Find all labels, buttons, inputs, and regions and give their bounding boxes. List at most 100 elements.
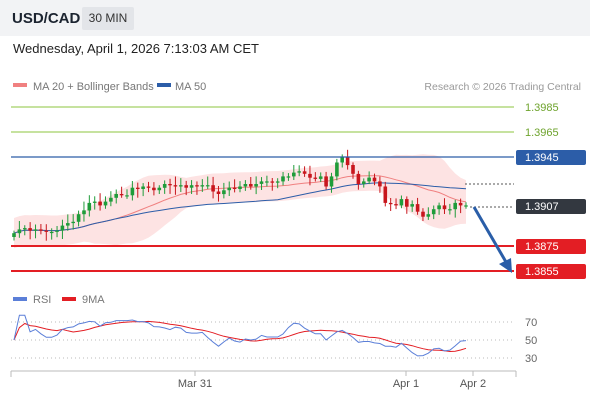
rsi-tick-70: 70 [525,317,537,329]
candle-body [421,211,425,217]
resistance-label-1: 1.3985 [525,102,559,114]
pivot-label-box [516,150,586,165]
candle-body [136,187,140,189]
candle-body [410,204,414,207]
rsi-ma-line [13,320,467,353]
candle-body [168,184,172,186]
candle-body [367,177,371,182]
candle-body [109,197,113,202]
rsi-tick-30: 30 [525,353,537,365]
rsi-ma-legend-label: 9MA [82,294,105,306]
candle-body [270,181,275,183]
candle-body [351,165,355,174]
candle-body [297,171,301,173]
candle-body [87,202,92,211]
candle-body [39,229,43,231]
candle-body [152,187,156,191]
candle-body [254,184,258,187]
candle-body [356,173,361,184]
forecast-arrow [472,206,508,263]
candle-body [313,177,318,179]
candle-body [265,181,269,183]
candle-body [340,157,344,163]
ma50-legend-label: MA 50 [175,81,206,93]
candle-body [66,223,70,226]
candle-body [378,181,382,187]
candle-body [453,202,457,210]
candle-body [362,181,366,184]
price-plot [12,149,468,249]
candle-body [275,181,280,183]
currency-pair: USD/CAD [12,10,81,27]
candle-body [405,199,409,207]
candle-body [286,176,291,178]
chart-header: USD/CAD 30 MIN [0,0,590,36]
candle-body [238,186,242,189]
candle-body [302,171,307,174]
candle-body [179,185,183,187]
candle-body [249,184,253,187]
rsi-line [13,314,467,357]
candle-body [335,162,339,177]
x-label-mar31: Mar 31 [178,378,212,390]
candle-body [329,176,334,187]
rsi-legend-label: RSI [33,294,51,306]
forecast-arrowhead [499,258,512,273]
support-label-box-2 [516,264,586,279]
x-label-apr1: Apr 1 [393,378,419,390]
rsi-ma-legend-swatch [62,297,76,301]
candle-body [162,184,167,188]
candle-body [211,185,215,192]
support-label-2: 1.3855 [525,266,559,278]
candle-body [76,214,81,222]
candle-body [33,229,38,231]
candle-body [12,233,16,237]
candle-body [44,230,49,232]
candle-body [23,228,27,230]
ma50-legend-swatch [157,83,171,87]
bollinger-band [14,154,466,249]
candle-body [464,205,468,207]
candle-body [17,229,22,234]
candle-body [308,173,312,178]
pivot-label: 1.3945 [525,152,559,164]
candle-body [71,221,75,224]
candle-body [292,172,296,177]
candle-body [437,205,441,210]
candle-body [415,204,420,212]
resistance-label-2: 1.3965 [525,127,559,139]
candle-body [55,230,59,232]
candle-body [114,194,118,198]
support-label-box-1 [516,239,586,254]
candle-body [222,190,226,195]
candle-body [157,187,162,191]
ma20-legend-label: MA 20 + Bollinger Bands [33,81,154,93]
research-credit: Research © 2026 Trading Central [424,81,581,93]
candle-body [98,201,102,206]
candle-body [458,202,463,206]
support-label-1: 1.3875 [525,241,559,253]
candle-body [28,228,32,231]
candle-body [92,201,97,203]
last-price-label: 1.3907 [525,201,559,213]
candle-body [227,187,231,191]
candle-body [82,210,86,215]
candle-body [442,205,447,210]
x-label-apr2: Apr 2 [460,378,486,390]
candle-body [372,177,377,182]
candle-body [49,231,54,234]
timeframe-button[interactable]: 30 MIN [82,7,134,30]
ma50-line [13,182,467,234]
candle-body [426,214,431,217]
candle-body [173,185,178,187]
candle-body [125,195,129,197]
rsi-legend-swatch [13,297,27,301]
rsi-tick-50: 50 [525,335,537,347]
candle-body [119,194,124,196]
candle-body [243,184,248,187]
candle-body [141,186,145,189]
candle-body [324,176,328,187]
candle-body [184,185,188,188]
candle-body [259,181,264,184]
